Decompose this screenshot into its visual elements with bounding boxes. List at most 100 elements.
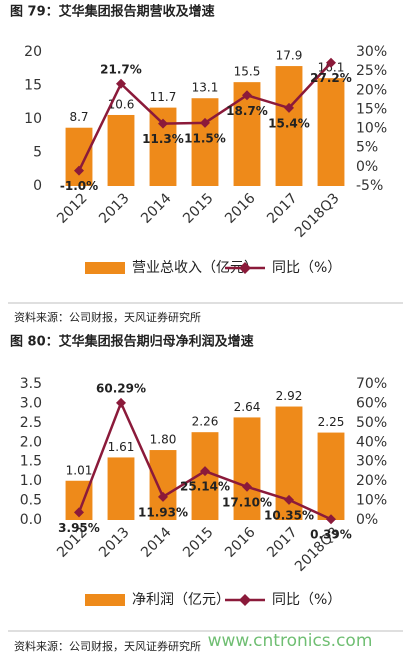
x-tick-label: 2014: [138, 524, 175, 561]
line-value-label: 11.5%: [184, 131, 226, 145]
line-value-label: 10.35%: [264, 508, 314, 522]
legend-marker: [239, 594, 251, 606]
figure-title: 图 80：艾华集团报告期归母净利润及增速: [10, 334, 254, 350]
line-marker: [200, 117, 210, 128]
y-tick-label: 15: [24, 78, 42, 94]
y-tick-label: 1.5: [20, 454, 42, 470]
legend-label: 同比（%）: [272, 260, 341, 276]
legend-marker: [239, 262, 251, 274]
bar-value-label: 2.92: [276, 389, 303, 403]
y-tick-label: 1.0: [20, 473, 42, 489]
y-tick-label: 2.0: [20, 434, 42, 450]
source: 资料来源：公司财报，天风证券研究所: [14, 310, 201, 324]
bar-value-label: 2.26: [192, 415, 219, 429]
y-tick-label: 2.5: [20, 415, 42, 431]
y2-tick-label: 15%: [356, 101, 387, 117]
y2-tick-label: 25%: [356, 63, 387, 79]
x-tick-label: 2013: [96, 190, 133, 227]
y-tick-label: 0: [33, 178, 42, 194]
line-marker: [284, 102, 294, 113]
line-value-label: 3.95%: [58, 521, 100, 535]
x-tick-label: 2012: [54, 190, 91, 227]
bar-value-label: 13.1: [192, 81, 219, 95]
bar: [65, 127, 93, 186]
legend-label: 同比（%）: [272, 592, 341, 608]
legend-swatch: [85, 594, 125, 606]
y2-tick-label: 20%: [356, 473, 387, 489]
y-tick-label: 20: [24, 44, 42, 60]
line-value-label: 27.2%: [310, 71, 352, 85]
x-tick-label: 2014: [138, 190, 175, 227]
line-value-label: 17.10%: [222, 495, 272, 509]
x-tick-label: 2016: [222, 190, 259, 227]
bar: [317, 432, 345, 520]
x-tick-label: 2015: [180, 190, 217, 227]
bar: [317, 78, 345, 186]
line-value-label: 0.39%: [310, 528, 352, 542]
bar-value-label: 1.01: [66, 463, 93, 477]
bar: [149, 450, 177, 520]
bar-value-label: 8.7: [69, 110, 88, 124]
line-marker: [116, 78, 126, 89]
bar-value-label: 15.5: [234, 65, 261, 79]
legend-swatch: [85, 262, 125, 274]
y2-tick-label: 70%: [356, 376, 387, 392]
line-marker: [200, 466, 210, 477]
line-value-label: 11.3%: [142, 132, 184, 146]
line-value-label: 60.29%: [96, 381, 146, 395]
bar-value-label: 2.25: [318, 415, 345, 429]
y2-tick-label: 60%: [356, 395, 387, 411]
line-marker: [242, 481, 252, 492]
x-tick-label: 2017: [264, 190, 301, 227]
line-marker: [158, 118, 168, 129]
line-value-label: 18.7%: [226, 104, 268, 118]
bar: [191, 98, 219, 186]
line-marker: [74, 165, 84, 176]
y2-tick-label: 50%: [356, 415, 387, 431]
line-marker: [284, 494, 294, 505]
line-value-label: 25.14%: [180, 480, 230, 494]
figure-title: 图 79：艾华集团报告期营收及增速: [10, 4, 215, 20]
x-tick-label: 2015: [180, 524, 217, 561]
x-tick-label: 2016: [222, 524, 259, 561]
line-marker: [326, 514, 336, 525]
x-tick-label: 2017: [264, 524, 301, 561]
line-marker: [74, 507, 84, 518]
legend-label: 净利润（亿元）: [132, 592, 230, 608]
y-tick-label: 3.5: [20, 376, 42, 392]
y-tick-label: 5: [33, 145, 42, 161]
bar-value-label: 1.61: [108, 440, 135, 454]
bar: [107, 114, 135, 186]
line-value-label: 15.4%: [268, 116, 310, 130]
y2-tick-label: -5%: [356, 178, 383, 194]
watermark: www.cntronics.com: [208, 631, 373, 651]
line-marker: [116, 397, 126, 408]
y-tick-label: 10: [24, 111, 42, 127]
bar-value-label: 17.9: [276, 49, 303, 63]
line-value-label: 21.7%: [100, 62, 142, 76]
y-tick-label: 0.5: [20, 493, 42, 509]
bar: [107, 457, 135, 520]
x-tick-label: 2013: [96, 524, 133, 561]
y2-tick-label: 5%: [356, 140, 378, 156]
y2-tick-label: 0%: [356, 159, 378, 175]
legend-label: 营业总收入（亿元）: [132, 260, 258, 276]
bar-value-label: 10.6: [108, 97, 135, 111]
y2-tick-label: 40%: [356, 434, 387, 450]
y-tick-label: 3.0: [20, 395, 42, 411]
line-value-label: 11.93%: [138, 505, 188, 519]
bar-value-label: 1.80: [150, 433, 177, 447]
source: 资料来源：公司财报，天风证券研究所: [14, 639, 201, 653]
y2-tick-label: 10%: [356, 121, 387, 137]
line-value-label: -1.0%: [60, 179, 98, 193]
y2-tick-label: 30%: [356, 44, 387, 60]
y2-tick-label: 30%: [356, 454, 387, 470]
line-marker: [158, 491, 168, 502]
bar-value-label: 11.7: [150, 90, 177, 104]
y2-tick-label: 20%: [356, 82, 387, 98]
line-marker: [242, 90, 252, 101]
bar: [233, 417, 261, 520]
line-marker: [326, 57, 336, 68]
bar-value-label: 2.64: [234, 400, 261, 414]
